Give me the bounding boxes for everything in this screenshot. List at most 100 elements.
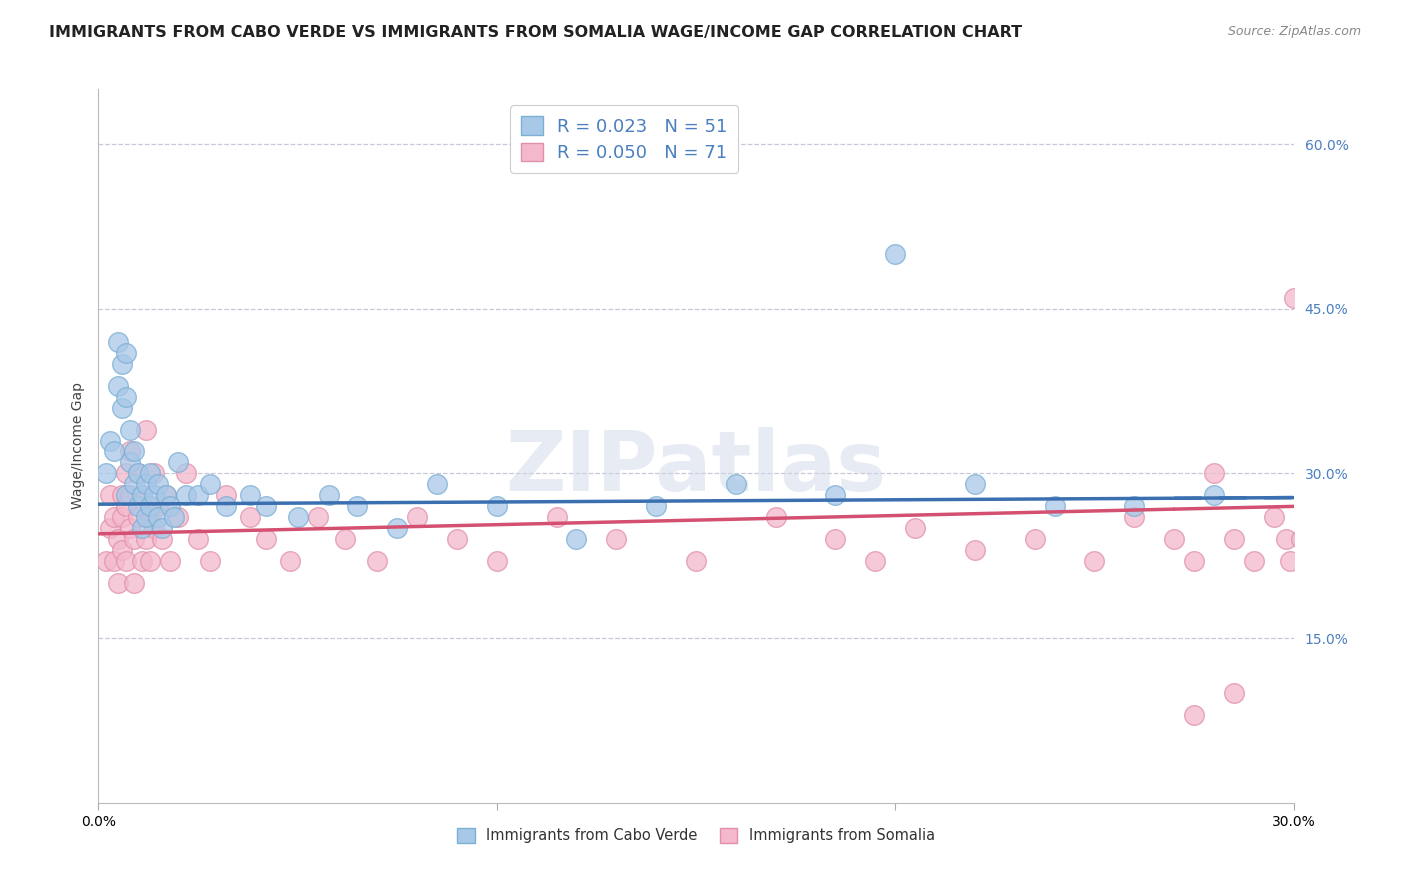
- Point: [135, 533, 157, 547]
- Point: [103, 554, 125, 568]
- Point: [685, 554, 707, 568]
- Point: [124, 533, 146, 547]
- Point: [143, 467, 166, 481]
- Point: [131, 488, 153, 502]
- Point: [127, 500, 149, 514]
- Point: [174, 467, 197, 481]
- Point: [605, 533, 627, 547]
- Point: [143, 521, 166, 535]
- Point: [96, 467, 118, 481]
- Point: [346, 500, 368, 514]
- Point: [963, 477, 986, 491]
- Point: [167, 455, 190, 469]
- Point: [254, 533, 277, 547]
- Point: [135, 423, 157, 437]
- Point: [446, 533, 468, 547]
- Point: [159, 500, 181, 514]
- Point: [107, 334, 129, 349]
- Text: Source: ZipAtlas.com: Source: ZipAtlas.com: [1227, 25, 1361, 38]
- Point: [131, 488, 153, 502]
- Y-axis label: Wage/Income Gap: Wage/Income Gap: [70, 383, 84, 509]
- Point: [120, 455, 142, 469]
- Point: [103, 510, 125, 524]
- Point: [120, 488, 142, 502]
- Point: [426, 477, 449, 491]
- Point: [148, 477, 170, 491]
- Point: [824, 488, 846, 502]
- Point: [111, 510, 134, 524]
- Point: [187, 533, 209, 547]
- Point: [115, 488, 138, 502]
- Point: [963, 543, 986, 558]
- Point: [96, 554, 118, 568]
- Point: [127, 467, 149, 481]
- Point: [724, 477, 747, 491]
- Point: [198, 477, 221, 491]
- Point: [1223, 686, 1246, 700]
- Point: [215, 500, 238, 514]
- Point: [120, 521, 142, 535]
- Point: [1202, 488, 1225, 502]
- Point: [98, 434, 122, 448]
- Point: [239, 488, 262, 502]
- Point: [904, 521, 927, 535]
- Point: [565, 533, 588, 547]
- Point: [1123, 510, 1146, 524]
- Point: [239, 510, 262, 524]
- Point: [1302, 554, 1324, 568]
- Point: [148, 500, 170, 514]
- Point: [150, 533, 173, 547]
- Point: [1263, 510, 1285, 524]
- Point: [115, 500, 138, 514]
- Point: [1243, 554, 1265, 568]
- Point: [111, 488, 134, 502]
- Point: [865, 554, 887, 568]
- Point: [155, 488, 177, 502]
- Point: [884, 247, 907, 261]
- Point: [115, 467, 138, 481]
- Point: [115, 554, 138, 568]
- Text: IMMIGRANTS FROM CABO VERDE VS IMMIGRANTS FROM SOMALIA WAGE/INCOME GAP CORRELATIO: IMMIGRANTS FROM CABO VERDE VS IMMIGRANTS…: [49, 25, 1022, 40]
- Point: [139, 554, 162, 568]
- Point: [148, 510, 170, 524]
- Point: [120, 423, 142, 437]
- Point: [131, 521, 153, 535]
- Point: [485, 500, 508, 514]
- Point: [174, 488, 197, 502]
- Point: [127, 510, 149, 524]
- Point: [335, 533, 357, 547]
- Point: [111, 543, 134, 558]
- Point: [824, 533, 846, 547]
- Point: [1274, 533, 1296, 547]
- Point: [366, 554, 388, 568]
- Point: [645, 500, 668, 514]
- Legend: Immigrants from Cabo Verde, Immigrants from Somalia: Immigrants from Cabo Verde, Immigrants f…: [451, 822, 941, 849]
- Point: [406, 510, 429, 524]
- Point: [765, 510, 787, 524]
- Point: [1123, 500, 1146, 514]
- Point: [155, 488, 177, 502]
- Point: [131, 554, 153, 568]
- Point: [1024, 533, 1046, 547]
- Point: [1322, 510, 1344, 524]
- Point: [124, 576, 146, 591]
- Point: [485, 554, 508, 568]
- Point: [124, 477, 146, 491]
- Point: [135, 477, 157, 491]
- Point: [318, 488, 340, 502]
- Point: [120, 444, 142, 458]
- Point: [1182, 708, 1205, 723]
- Point: [111, 357, 134, 371]
- Point: [167, 510, 190, 524]
- Point: [103, 444, 125, 458]
- Point: [1282, 291, 1305, 305]
- Point: [135, 510, 157, 524]
- Point: [1182, 554, 1205, 568]
- Point: [107, 576, 129, 591]
- Point: [1223, 533, 1246, 547]
- Point: [98, 521, 122, 535]
- Point: [278, 554, 301, 568]
- Point: [1083, 554, 1105, 568]
- Point: [107, 378, 129, 392]
- Point: [143, 488, 166, 502]
